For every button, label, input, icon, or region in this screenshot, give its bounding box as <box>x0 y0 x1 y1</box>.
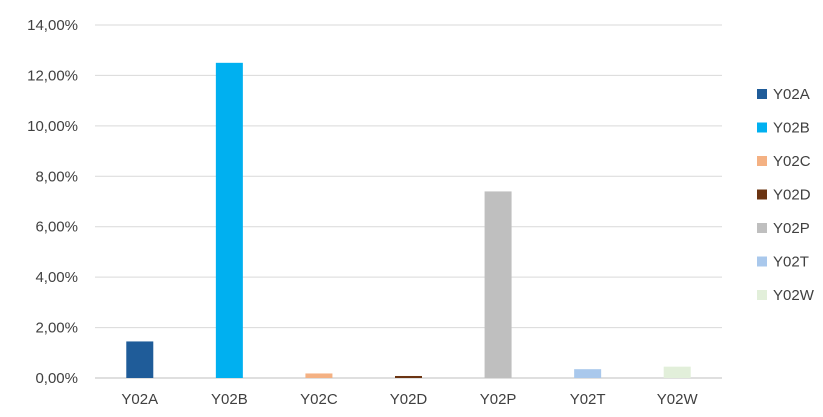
x-tick-label: Y02T <box>570 391 606 408</box>
legend-label: Y02T <box>773 254 809 271</box>
x-tick-label: Y02D <box>390 391 428 408</box>
legend-label: Y02B <box>773 120 810 137</box>
bar-y02w <box>663 366 691 378</box>
bar-y02t <box>574 369 602 378</box>
legend-swatch <box>757 256 767 267</box>
bar-y02b <box>215 62 243 378</box>
x-axis-ticks: Y02A Y02B Y02C Y02D Y02P Y02T Y02W <box>121 391 698 408</box>
legend-swatch <box>757 156 767 166</box>
y-tick-label: 4,00% <box>35 269 78 286</box>
legend-swatch <box>757 89 767 99</box>
x-tick-label: Y02A <box>121 391 158 408</box>
legend-swatch <box>757 122 767 133</box>
legend-label: Y02W <box>773 287 815 304</box>
legend-swatch <box>757 290 767 300</box>
bar-y02p <box>484 191 512 378</box>
legend-label: Y02A <box>773 86 810 103</box>
bar-y02c <box>305 373 333 378</box>
bars <box>126 62 691 378</box>
y-tick-label: 2,00% <box>35 320 78 337</box>
legend: Y02A Y02B Y02C Y02D Y02P Y02T Y02W <box>757 86 815 304</box>
x-tick-label: Y02C <box>300 391 338 408</box>
bar-y02a <box>126 341 154 378</box>
legend-label: Y02P <box>773 220 810 237</box>
gridlines <box>95 24 722 379</box>
y-tick-label: 10,00% <box>27 118 78 135</box>
x-tick-label: Y02B <box>211 391 248 408</box>
legend-label: Y02D <box>773 187 811 204</box>
y-tick-label: 6,00% <box>35 219 78 236</box>
x-tick-label: Y02W <box>657 391 699 408</box>
y-tick-label: 0,00% <box>35 370 78 387</box>
x-tick-label: Y02P <box>480 391 517 408</box>
bar-y02d <box>395 375 422 378</box>
y-tick-label: 8,00% <box>35 168 78 185</box>
y-tick-label: 14,00% <box>27 17 78 34</box>
legend-swatch <box>757 189 767 200</box>
legend-label: Y02C <box>773 153 811 170</box>
y-axis-ticks: 0,00% 2,00% 4,00% 6,00% 8,00% 10,00% 12,00% 14,… <box>27 17 78 387</box>
legend-swatch <box>757 223 767 233</box>
y-tick-label: 12,00% <box>27 67 78 84</box>
